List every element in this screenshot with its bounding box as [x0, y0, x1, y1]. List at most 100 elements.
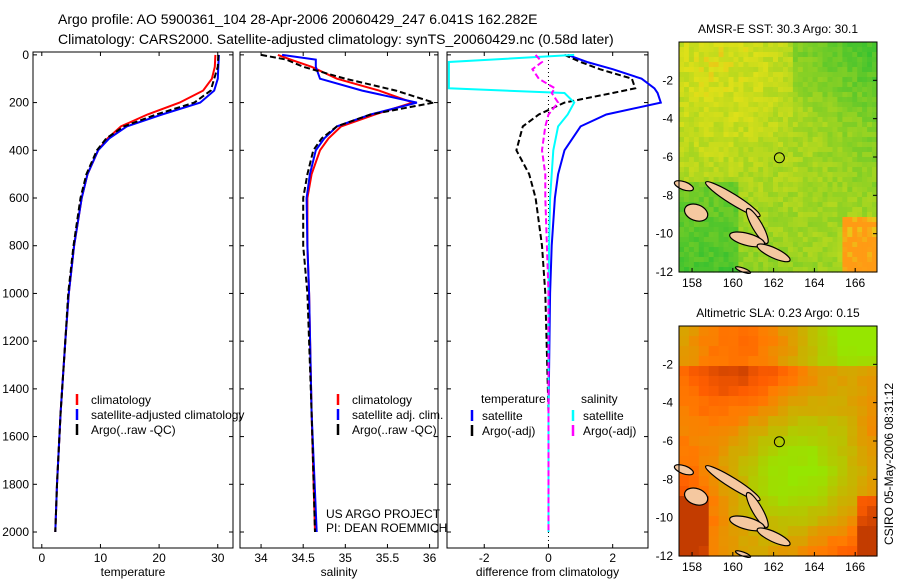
map-cell	[857, 122, 863, 128]
map-cell	[847, 247, 853, 253]
map-cell	[708, 456, 720, 467]
map-cell	[792, 202, 799, 208]
map-cell	[728, 426, 739, 437]
map-cell	[802, 52, 809, 58]
map-cell	[748, 416, 759, 427]
title-line-1: Argo profile: AO 5900361_104 28-Apr-2006…	[58, 11, 538, 27]
map-cell	[847, 376, 858, 387]
map-cell	[797, 112, 804, 118]
map-cell	[688, 42, 695, 48]
map-cell	[773, 142, 779, 148]
map-cell	[812, 182, 819, 188]
map-cell	[708, 386, 720, 397]
map-cell	[778, 356, 789, 367]
map-field-cells	[679, 42, 878, 273]
map-cell	[743, 162, 749, 168]
map-cell	[703, 52, 710, 58]
map-cell	[688, 346, 700, 357]
series-line-climatology	[54, 54, 217, 533]
map-cell	[718, 77, 725, 83]
map-cell	[718, 257, 725, 263]
map-cell	[733, 142, 739, 148]
map-cell	[698, 42, 705, 48]
map-cell	[684, 257, 690, 263]
map-cell	[857, 237, 863, 243]
map-cell	[783, 167, 789, 173]
map-cell	[679, 87, 685, 93]
map-cell	[703, 222, 710, 228]
y-tick-label: 1800	[2, 477, 29, 491]
map-cell	[797, 47, 804, 53]
map-cell	[817, 396, 829, 407]
map-cell	[827, 92, 833, 98]
map-cell	[783, 127, 789, 133]
map-cell	[684, 247, 690, 253]
map-cell	[847, 72, 853, 78]
map-cell	[797, 127, 804, 133]
map-cell	[679, 232, 685, 238]
map-cell	[748, 162, 754, 168]
map-cell	[842, 142, 848, 148]
map-cell	[698, 376, 710, 387]
map-cell	[787, 356, 799, 367]
map-cell	[753, 132, 759, 138]
map-cell	[827, 132, 833, 138]
map-cell	[783, 67, 789, 73]
map-cell	[847, 486, 858, 497]
map-cell	[773, 192, 779, 198]
map-cell	[832, 117, 838, 123]
map-cell	[862, 267, 868, 273]
map-cell	[718, 212, 725, 218]
map-cell	[723, 67, 729, 73]
map-cell	[743, 77, 749, 83]
map-cell	[743, 132, 749, 138]
map-cell	[728, 87, 734, 93]
map-cell	[693, 82, 700, 88]
map-cell	[758, 52, 764, 58]
map-cell	[688, 252, 695, 258]
map-cell	[867, 172, 873, 178]
map-cell	[748, 57, 754, 63]
map-cell	[773, 182, 779, 188]
map-cell	[768, 97, 774, 103]
map-cell	[713, 142, 720, 148]
map-cell	[708, 167, 715, 173]
map-cell	[807, 242, 814, 248]
map-cell	[728, 486, 739, 497]
map-cell	[778, 152, 784, 158]
map-cell	[738, 326, 749, 337]
map-cell	[778, 62, 784, 68]
map-cell	[698, 222, 705, 228]
map-cell	[728, 102, 734, 108]
map-cell	[827, 262, 833, 268]
map-cell	[713, 212, 720, 218]
x-axis-label: difference from climatology	[476, 565, 619, 579]
map-cell	[847, 47, 853, 53]
map-cell	[792, 97, 799, 103]
map-cell	[693, 52, 700, 58]
map-cell	[763, 97, 769, 103]
map-cell	[817, 456, 829, 467]
map-cell	[679, 546, 690, 557]
map-cell	[852, 237, 858, 243]
map-cell	[783, 207, 789, 213]
map-cell	[822, 127, 828, 133]
map-cell	[837, 356, 848, 367]
map-cell	[718, 262, 725, 268]
map-cell	[693, 97, 700, 103]
map-cell	[852, 187, 858, 193]
map-cell	[778, 197, 784, 203]
map-cell	[817, 262, 824, 268]
map-cell	[847, 526, 858, 537]
map-cell	[847, 42, 853, 48]
map-cell	[684, 127, 690, 133]
map-cell	[758, 97, 764, 103]
map-cell	[792, 167, 799, 173]
lon-tick-label: 158	[682, 560, 702, 574]
map-cell	[748, 257, 754, 263]
map-cell	[679, 526, 690, 537]
map-cell	[679, 42, 685, 48]
map-cell	[693, 157, 700, 163]
map-cell	[723, 117, 729, 123]
map-cell	[778, 406, 789, 417]
